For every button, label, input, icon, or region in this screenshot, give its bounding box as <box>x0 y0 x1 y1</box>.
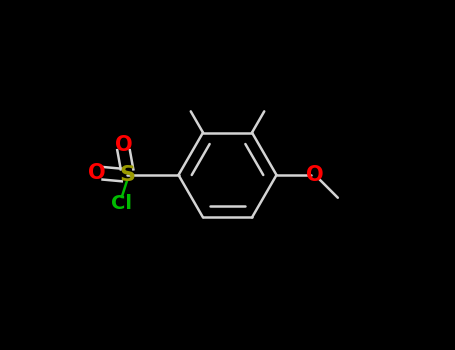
Text: O: O <box>306 165 324 185</box>
Text: S: S <box>119 165 135 185</box>
Text: Cl: Cl <box>111 194 132 213</box>
Text: O: O <box>115 135 132 155</box>
Text: O: O <box>88 163 106 183</box>
